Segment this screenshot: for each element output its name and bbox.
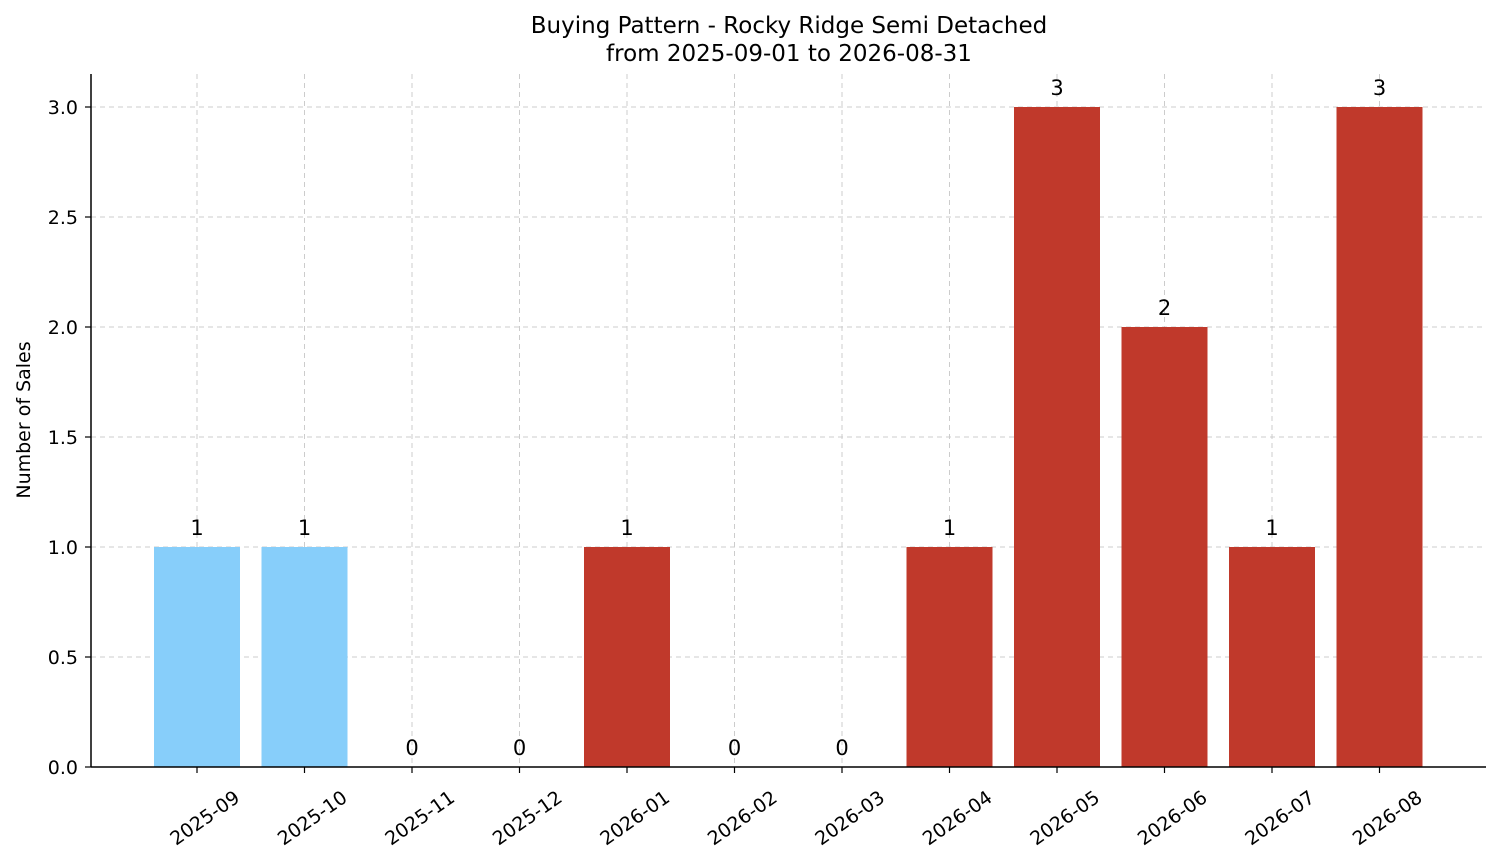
- x-tick-label-2025-09: 2025-09: [166, 787, 244, 851]
- data-label-2026-05: 3: [1050, 76, 1063, 100]
- bar-2026-06: [1121, 327, 1208, 767]
- x-tick-label-2026-03: 2026-03: [811, 787, 889, 851]
- x-tick-label-2025-11: 2025-11: [381, 787, 459, 851]
- x-tick-label-2025-10: 2025-10: [274, 787, 352, 851]
- x-tick-label-2026-04: 2026-04: [919, 787, 997, 851]
- x-tick-label-2026-02: 2026-02: [704, 787, 782, 851]
- data-label-2025-12: 0: [513, 736, 526, 760]
- data-label-2026-01: 1: [620, 516, 633, 540]
- bar-2026-04: [906, 547, 993, 767]
- x-tick-label-2026-05: 2026-05: [1026, 787, 1104, 851]
- data-label-2026-07: 1: [1265, 516, 1278, 540]
- x-tick-label-2026-06: 2026-06: [1134, 787, 1212, 851]
- bar-2025-10: [261, 547, 348, 767]
- bar-2025-09: [154, 547, 240, 767]
- bars: [154, 107, 1423, 767]
- data-label-2025-11: 0: [405, 736, 418, 760]
- data-label-2026-03: 0: [835, 736, 848, 760]
- data-label-2026-02: 0: [728, 736, 741, 760]
- bar-2026-08: [1336, 107, 1423, 767]
- data-label-2026-06: 2: [1158, 296, 1171, 320]
- data-label-2026-04: 1: [943, 516, 956, 540]
- y-tick-label: 3.0: [48, 97, 78, 119]
- y-tick-label: 0.0: [48, 757, 78, 779]
- x-tick-label-2026-07: 2026-07: [1241, 787, 1319, 851]
- y-axis-label: Number of Sales: [13, 341, 35, 498]
- y-tick-label: 1.5: [48, 427, 78, 449]
- y-tick-label: 0.5: [48, 647, 78, 669]
- data-label-2025-10: 1: [298, 516, 311, 540]
- chart-subtitle: from 2025-09-01 to 2026-08-31: [606, 41, 972, 67]
- y-tick-label: 1.0: [48, 537, 78, 559]
- bar-2026-05: [1014, 107, 1100, 767]
- x-tick-label-2026-01: 2026-01: [596, 787, 674, 851]
- data-label-2026-08: 3: [1373, 76, 1386, 100]
- x-tick-label-2025-12: 2025-12: [489, 787, 567, 851]
- y-tick-label: 2.5: [48, 207, 78, 229]
- y-tick-label: 2.0: [48, 317, 78, 339]
- bar-2026-07: [1229, 547, 1315, 767]
- bar-2026-01: [584, 547, 670, 767]
- data-label-2025-09: 1: [190, 516, 203, 540]
- x-tick-label-2026-08: 2026-08: [1349, 787, 1427, 851]
- data-labels: 1 1 0 0 1 0 0 1 3 2 1 3: [190, 76, 1386, 760]
- chart-title: Buying Pattern - Rocky Ridge Semi Detach…: [531, 13, 1047, 39]
